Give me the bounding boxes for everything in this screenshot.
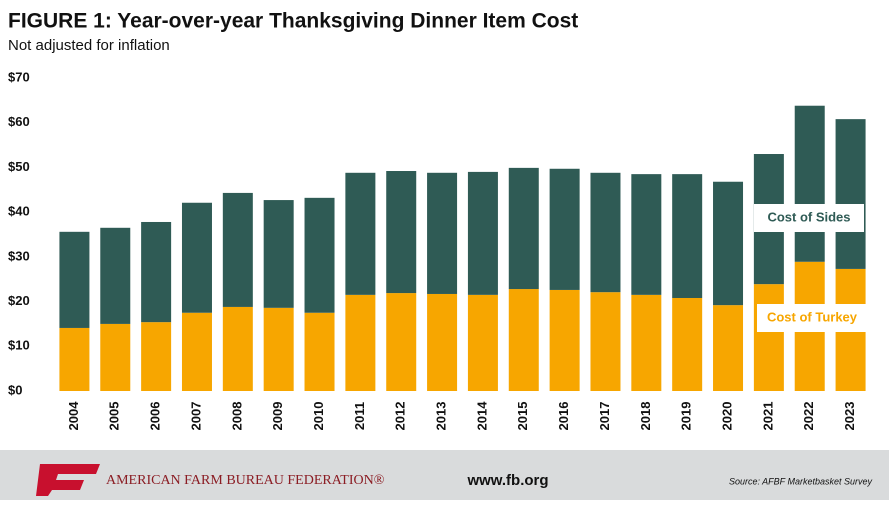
bar-segment: [713, 181, 744, 306]
bar-segment: [467, 171, 498, 295]
bar-segment: [753, 284, 784, 391]
x-tick-label: 2020: [719, 402, 734, 431]
organization: AMERICAN FARM BUREAU FEDERATION®: [106, 473, 385, 488]
x-tick-label: 2008: [229, 402, 244, 431]
bar-segment: [508, 289, 539, 391]
x-tick-label: 2017: [597, 402, 612, 431]
bar-segment: [304, 197, 335, 313]
x-tick-label: 2014: [474, 401, 489, 431]
bar-segment: [222, 306, 253, 391]
bar-segment: [467, 294, 498, 391]
bar-segment: [59, 327, 90, 391]
bar-segment: [713, 305, 744, 391]
bar-segment: [141, 221, 172, 323]
bar-segment: [835, 119, 866, 269]
bar-segment: [549, 168, 580, 290]
bar-segment: [549, 289, 580, 391]
chart-subtitle: Not adjusted for inflation: [8, 37, 170, 54]
series-label-box: [754, 204, 864, 232]
x-tick-label: 2023: [842, 402, 857, 431]
bar-segment: [427, 172, 458, 294]
x-tick-label: 2019: [679, 402, 694, 431]
bar-segment: [631, 294, 662, 391]
bar-segment: [631, 174, 662, 295]
bar-segment: [181, 202, 212, 313]
footer-band: [0, 450, 889, 500]
logo: [36, 464, 100, 496]
y-tick-label: $70: [8, 69, 30, 84]
x-tick-label: 2016: [556, 402, 571, 431]
bar-segment: [508, 167, 539, 290]
x-tick-label: 2011: [352, 402, 367, 430]
y-tick-label: $50: [8, 159, 30, 174]
x-tick-label: 2009: [270, 402, 285, 431]
y-tick-label: $20: [8, 293, 30, 308]
bar-segment: [181, 312, 212, 391]
website: www.fb.org: [466, 472, 548, 489]
x-tick-label: 2007: [188, 402, 203, 431]
bar-segment: [794, 105, 825, 262]
bar-segment: [590, 292, 621, 391]
bar-segment: [100, 323, 131, 391]
x-tick-label: 2010: [311, 402, 326, 431]
series-label: Cost of Sides: [767, 209, 850, 224]
y-tick-label: $0: [8, 382, 22, 397]
x-tick-label: 2006: [148, 402, 163, 431]
bar-segment: [59, 231, 90, 328]
series-label-box: [757, 304, 867, 332]
bar-segment: [386, 171, 417, 294]
bar-segment: [263, 200, 294, 308]
bar-segment: [427, 293, 458, 391]
bar-segment: [672, 297, 703, 391]
series-label: Cost of Turkey: [767, 309, 858, 324]
bar-segment: [222, 192, 253, 307]
bar-segment: [263, 307, 294, 391]
x-tick-label: 2022: [801, 402, 816, 431]
bar-segment: [345, 172, 376, 295]
x-tick-label: 2015: [515, 402, 530, 431]
x-tick-label: 2005: [107, 402, 122, 431]
y-tick-label: $60: [8, 114, 30, 129]
bar-segment: [386, 293, 417, 391]
y-tick-label: $40: [8, 204, 30, 219]
y-tick-label: $10: [8, 338, 30, 353]
x-tick-label: 2013: [434, 402, 449, 431]
x-tick-label: 2012: [393, 402, 408, 431]
bar-segment: [672, 174, 703, 298]
y-tick-label: $30: [8, 248, 30, 263]
bar-segment: [100, 227, 131, 324]
bar-segment: [590, 172, 621, 293]
source: Source: AFBF Marketbasket Survey: [729, 476, 873, 486]
x-tick-label: 2004: [66, 401, 81, 431]
bar-segment: [141, 322, 172, 391]
x-tick-label: 2021: [760, 402, 775, 431]
chart-title: FIGURE 1: Year-over-year Thanksgiving Di…: [8, 10, 578, 33]
x-tick-label: 2018: [638, 402, 653, 431]
bar-segment: [345, 294, 376, 391]
bar-segment: [304, 312, 335, 391]
